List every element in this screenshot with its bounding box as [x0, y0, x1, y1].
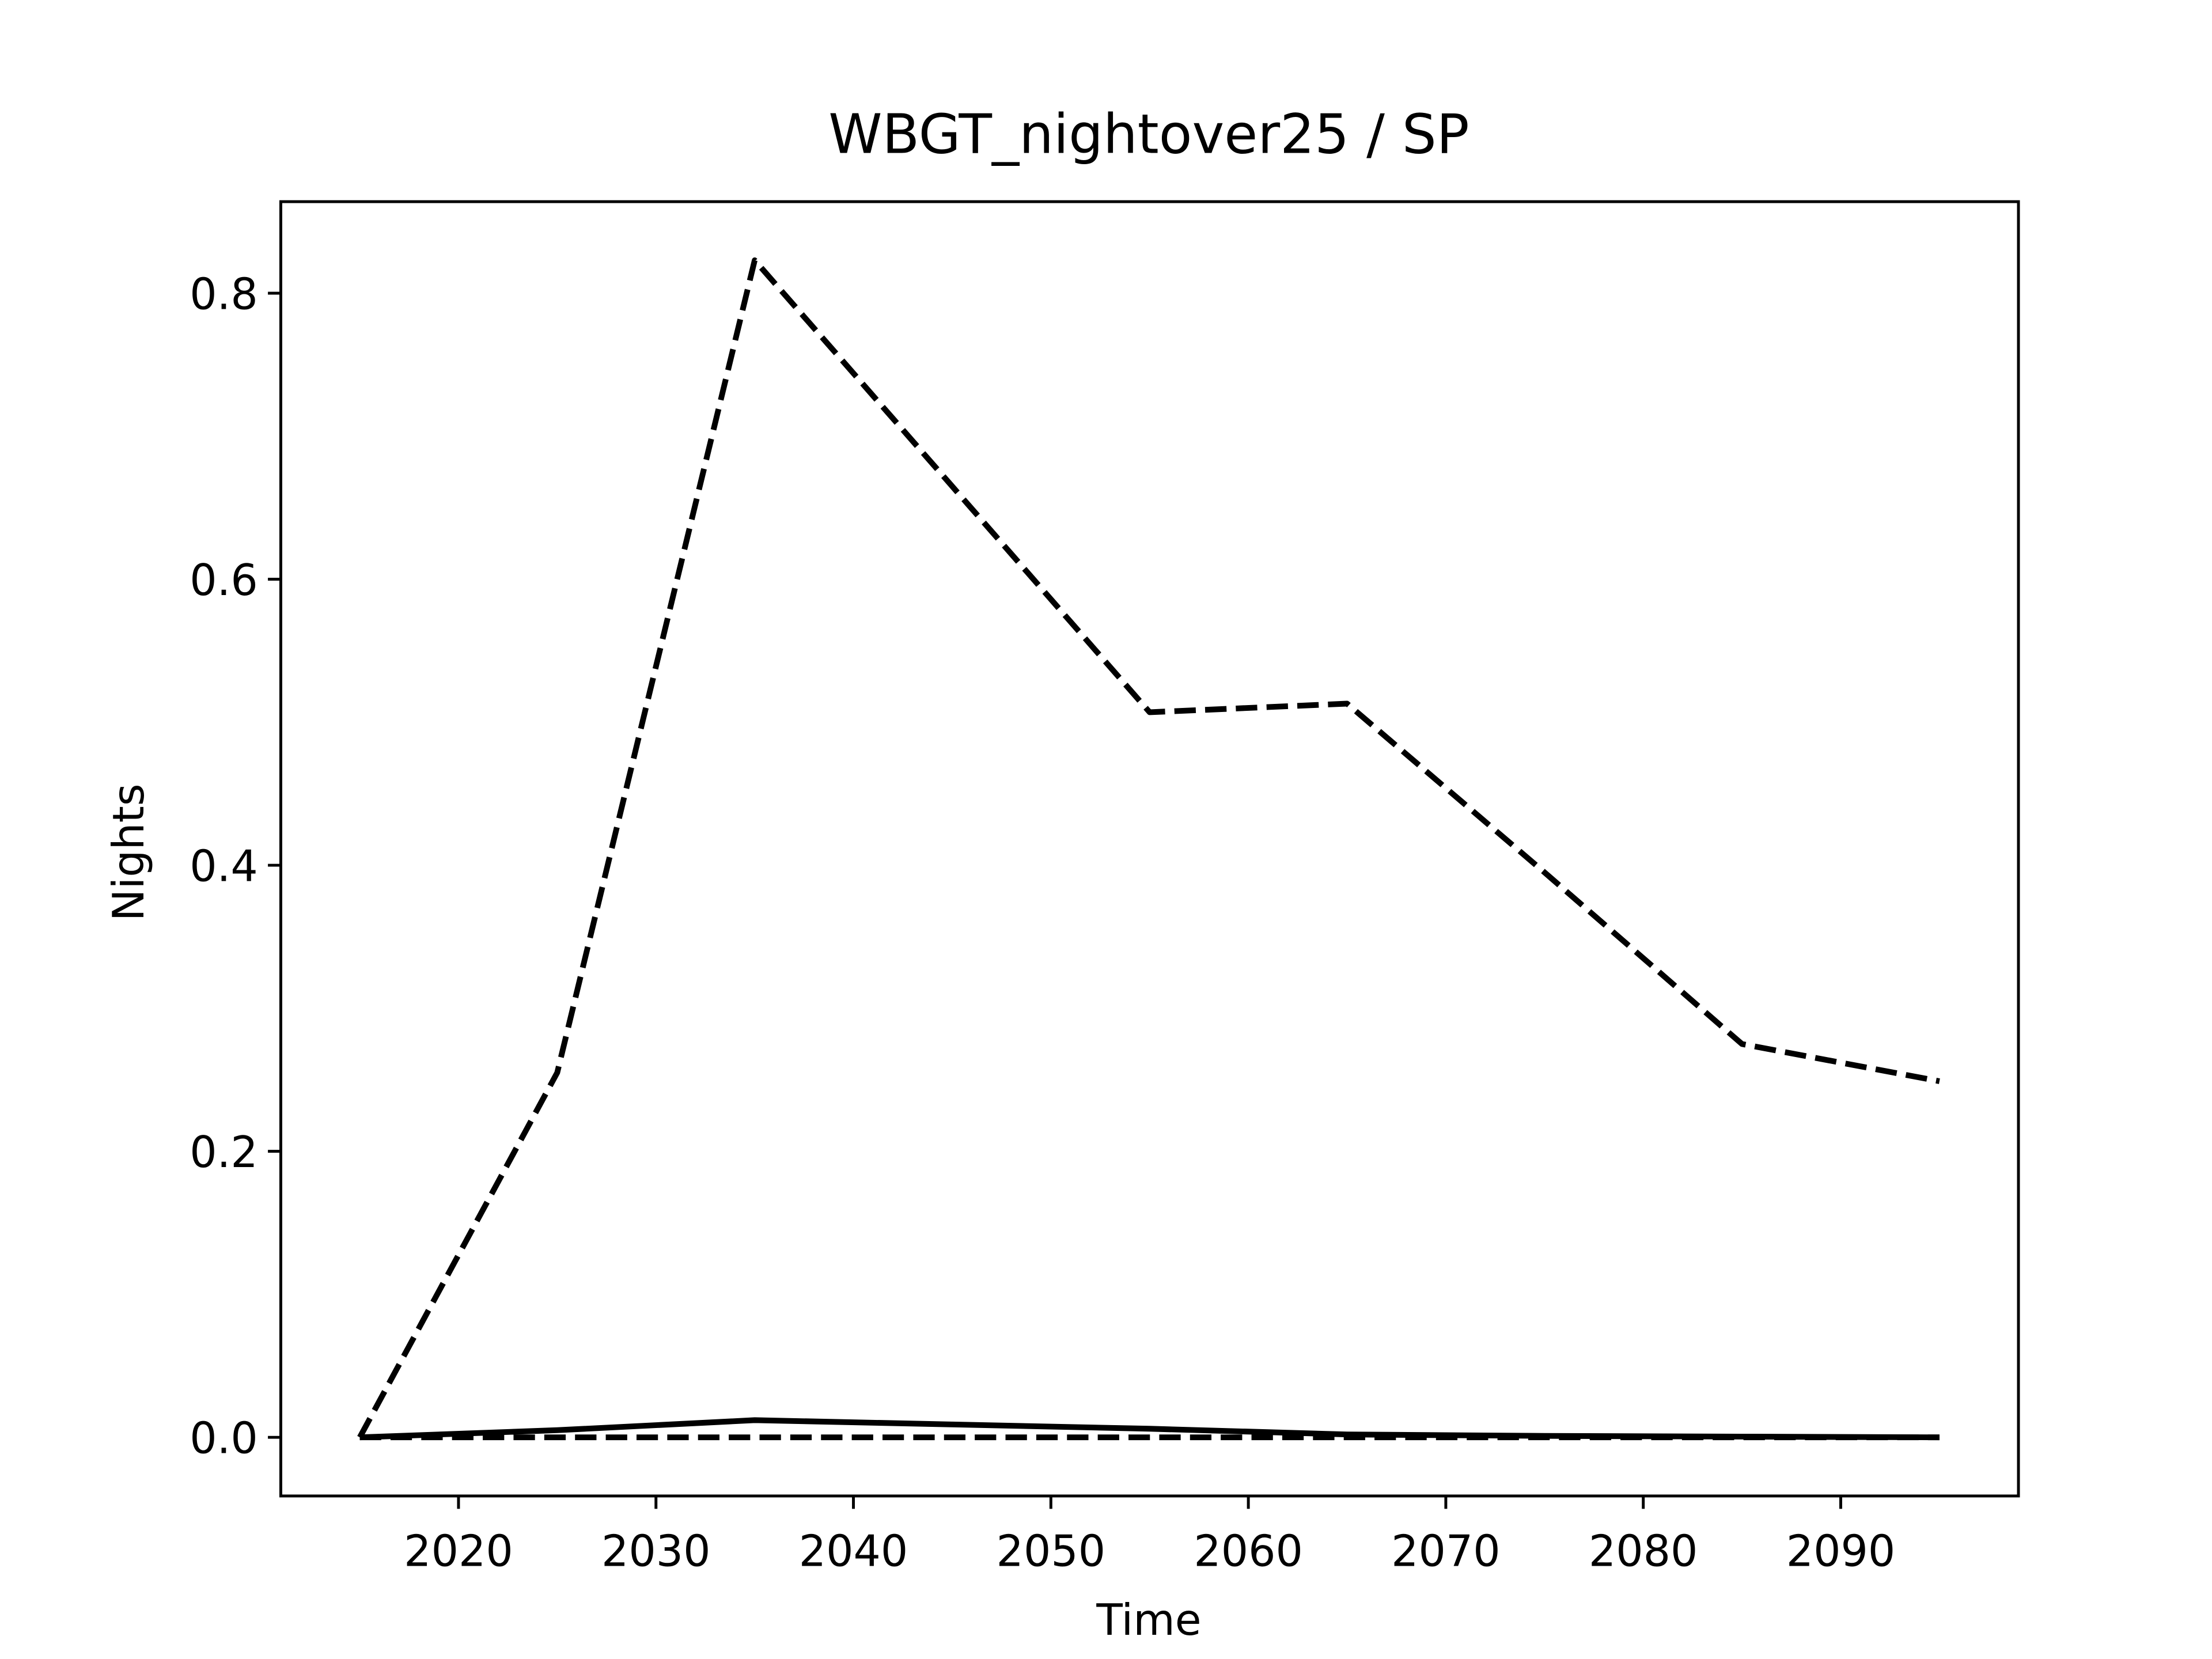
y-tick-label: 0.2 — [190, 1127, 257, 1177]
x-tick-label: 2040 — [799, 1527, 908, 1577]
x-tick-label: 2020 — [404, 1527, 513, 1577]
x-axis-label: Time — [1096, 1595, 1201, 1645]
y-tick-label: 0.6 — [190, 555, 257, 605]
x-tick-label: 2080 — [1589, 1527, 1698, 1577]
y-tick-label: 0.4 — [190, 841, 257, 891]
plot-frame — [279, 200, 2020, 1498]
y-tick-label: 0.8 — [190, 269, 257, 319]
x-tick-label: 2050 — [997, 1527, 1106, 1577]
y-tick-label: 0.0 — [190, 1413, 257, 1463]
x-tick-label: 2090 — [1786, 1527, 1896, 1577]
x-tick-label: 2060 — [1194, 1527, 1303, 1577]
line-series — [359, 1417, 1940, 1441]
line-series — [357, 257, 1940, 1439]
y-axis-label: Nights — [104, 783, 154, 921]
chart-title: WBGT_nightover25 / SP — [828, 103, 1469, 166]
x-tick-label: 2070 — [1391, 1527, 1501, 1577]
x-tick-label: 2030 — [601, 1527, 711, 1577]
